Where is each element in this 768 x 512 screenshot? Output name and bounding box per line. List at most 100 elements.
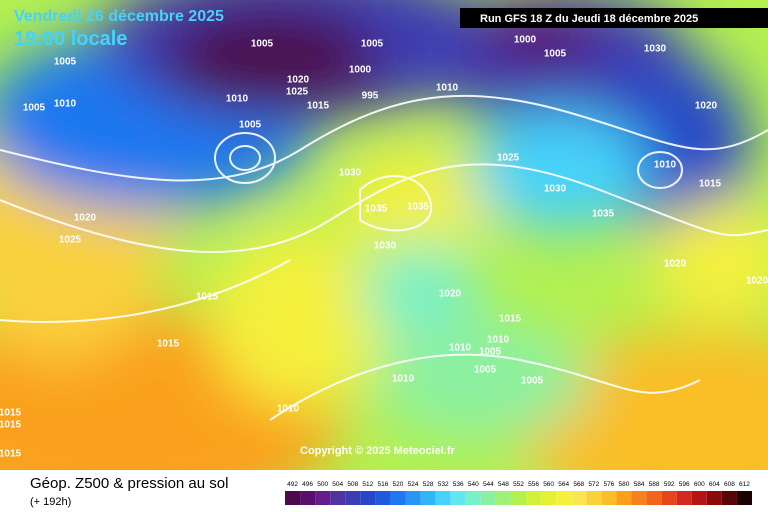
scale-label: 584 — [634, 481, 645, 488]
scale-label: 568 — [573, 481, 584, 488]
isobar-label: 1005 — [239, 120, 262, 131]
scale-label: 572 — [588, 481, 599, 488]
isobar-label: 1010 — [436, 83, 459, 94]
scale-label: 500 — [317, 481, 328, 488]
scale-swatch — [586, 491, 602, 505]
scale-label: 524 — [408, 481, 419, 488]
isobar-label: 1010 — [392, 374, 415, 385]
scale-swatch — [390, 491, 406, 505]
scale-swatch — [330, 491, 346, 505]
scale-swatch — [661, 491, 677, 505]
scale-label: 508 — [347, 481, 358, 488]
isobar-label: 1010 — [654, 160, 677, 171]
isobar-label: 1000 — [514, 35, 537, 46]
isobar-label: 1015 — [499, 314, 522, 325]
isobar-label: 1035 — [407, 202, 430, 213]
scale-label: 588 — [649, 481, 660, 488]
lead-time: (+ 192h) — [30, 496, 71, 508]
isobar-label: 1030 — [374, 241, 397, 252]
scale-label: 548 — [498, 481, 509, 488]
isobar-label: 1020 — [746, 276, 768, 287]
product-title: Géop. Z500 & pression au sol — [30, 475, 228, 492]
scale-label: 536 — [453, 481, 464, 488]
scale-label: 544 — [483, 481, 494, 488]
isobar-label: 1030 — [644, 44, 667, 55]
isobar-label: 1020 — [74, 213, 97, 224]
scale-swatch — [510, 491, 527, 505]
scale-swatch — [375, 491, 391, 505]
scale-swatch — [526, 491, 542, 505]
copyright: Copyright © 2025 Meteociel.fr — [300, 445, 456, 457]
scale-swatch — [345, 491, 361, 505]
isobar-label: 1005 — [474, 365, 497, 376]
isobar-label: 1005 — [479, 347, 502, 358]
isobar-label: 1025 — [286, 87, 309, 98]
scale-swatch — [495, 491, 511, 505]
scale-label: 504 — [332, 481, 343, 488]
scale-label: 604 — [709, 481, 720, 488]
scale-swatch — [691, 491, 707, 505]
scale-label: 520 — [393, 481, 404, 488]
scale-label: 564 — [558, 481, 569, 488]
isobar-label: 1010 — [277, 404, 300, 415]
scale-swatch — [285, 491, 301, 505]
isobar-label: 1005 — [23, 103, 46, 114]
isobar-label: 1010 — [54, 99, 77, 110]
scale-swatch — [736, 491, 752, 505]
color-scale: 492 496 500 504 508 512 516 520 524 528 532 536 540 5… — [285, 481, 752, 505]
scale-swatch — [360, 491, 376, 505]
scale-swatch — [721, 491, 737, 505]
scale-swatch — [601, 491, 617, 505]
scale-swatch — [420, 491, 436, 505]
isobar-label: 1035 — [592, 209, 615, 220]
valid-date: Vendredi 26 décembre 2025 — [14, 8, 224, 25]
scale-label: 532 — [438, 481, 449, 488]
scale-swatch — [435, 491, 451, 505]
scale-swatch — [450, 491, 466, 505]
isobar-label: 1015 — [699, 179, 722, 190]
scale-label: 608 — [724, 481, 735, 488]
scale-label: 516 — [377, 481, 388, 488]
isobar-label: 1015 — [0, 420, 22, 431]
isobar-label: 1030 — [339, 168, 362, 179]
isobar-label: 1000 — [349, 65, 372, 76]
isobar-label: 1035 — [365, 204, 388, 215]
scale-label: 540 — [468, 481, 479, 488]
isobar-label: 1005 — [251, 39, 274, 50]
scale-label: 612 — [739, 481, 750, 488]
scale-label: 576 — [603, 481, 614, 488]
local-time: 19:00 locale — [14, 28, 127, 50]
isobar-label: 1010 — [449, 343, 472, 354]
scale-label: 512 — [362, 481, 373, 488]
isobar-label: 1005 — [54, 57, 77, 68]
isobar-label: 1025 — [59, 235, 82, 246]
isobar-labels: 1005 100510009951020102510151010100510101… — [0, 35, 768, 460]
isobar-label: 1005 — [361, 39, 384, 50]
scale-swatch — [571, 491, 587, 505]
isobar-label: 1020 — [664, 259, 687, 270]
run-banner — [460, 8, 768, 28]
isobar-label: 1020 — [287, 75, 310, 86]
scale-label: 592 — [664, 481, 675, 488]
scale-label: 552 — [513, 481, 524, 488]
scale-label: 496 — [302, 481, 313, 488]
isobar-label: 1015 — [307, 101, 330, 112]
scale-swatch — [541, 491, 557, 505]
isobar-label: 1010 — [487, 335, 510, 346]
scale-swatch — [631, 491, 647, 505]
scale-label: 492 — [287, 481, 298, 488]
isobar-label: 1015 — [0, 408, 22, 419]
scale-swatch — [556, 491, 572, 505]
scale-swatch — [405, 491, 421, 505]
isobar-label: 1010 — [226, 94, 249, 105]
isobar-label: 1020 — [439, 289, 462, 300]
isobar-label: 1015 — [157, 339, 180, 350]
isobar-label: 1020 — [695, 101, 718, 112]
isobar-label: 1025 — [497, 153, 520, 164]
scale-label: 560 — [543, 481, 554, 488]
isobar-label: 995 — [362, 91, 379, 102]
scale-label: 596 — [679, 481, 690, 488]
